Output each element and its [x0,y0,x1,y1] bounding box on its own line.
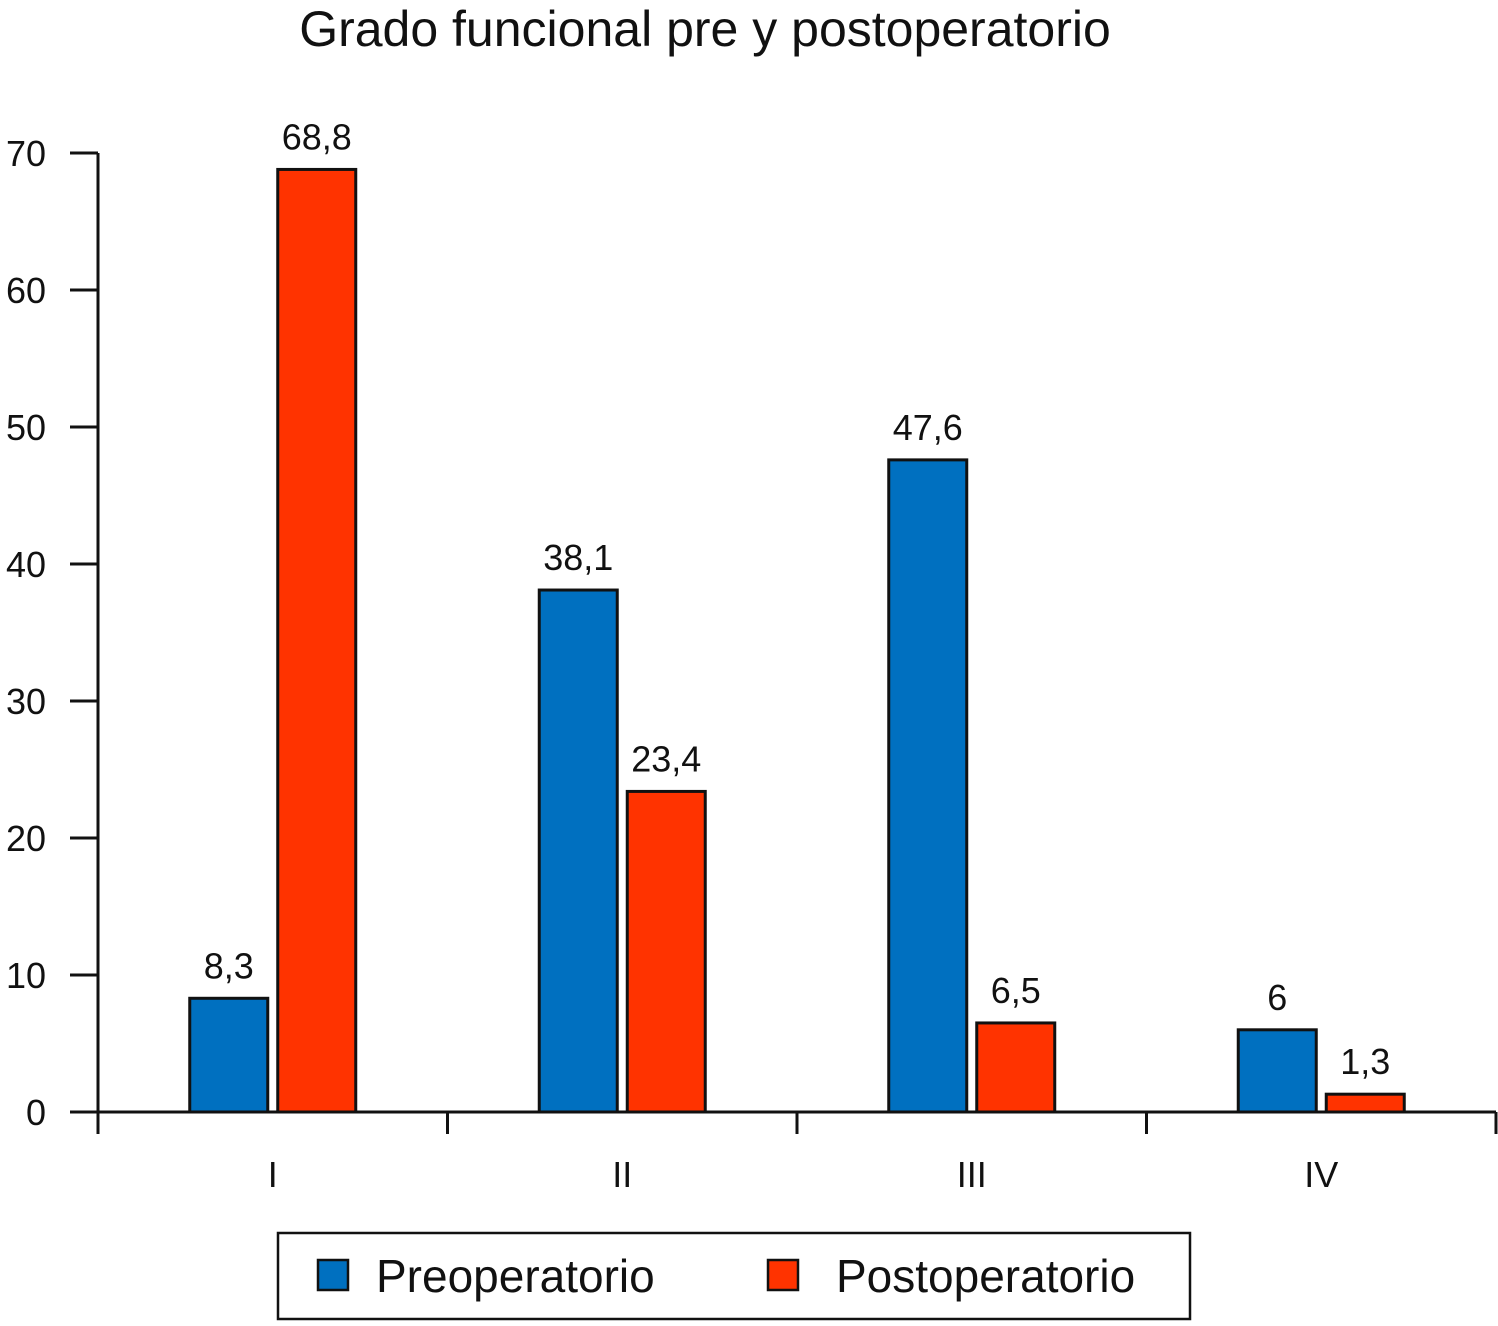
legend-box [276,1231,1192,1321]
bar-postoperatorio-ii [625,789,707,1114]
x-category-label: II [612,1154,632,1195]
y-tick-label: 10 [6,955,46,996]
data-label: 6,5 [991,970,1041,1011]
data-label: 6 [1267,977,1287,1018]
x-category-label: IV [1304,1154,1338,1195]
y-tick-label: 40 [6,544,46,585]
bar-postoperatorio-iii [975,1021,1057,1114]
data-label: 23,4 [631,738,701,779]
bar-preoperatorio-i [188,996,270,1114]
data-label: 68,8 [282,116,352,157]
data-label: 47,6 [893,407,963,448]
y-tick-label: 70 [6,133,46,174]
legend-swatch [316,1258,350,1292]
bar-postoperatorio-i [276,167,358,1114]
y-tick-label: 20 [6,818,46,859]
x-category-label: I [268,1154,278,1195]
bar-preoperatorio-ii [537,588,619,1114]
chart-title: Grado funcional pre y postoperatorio [299,1,1111,57]
legend-label: Postoperatorio [836,1250,1135,1302]
bar-preoperatorio-iv [1236,1028,1318,1114]
data-label: 38,1 [543,537,613,578]
y-tick-label: 50 [6,407,46,448]
bar-postoperatorio-iv [1324,1092,1406,1114]
data-label: 1,3 [1340,1041,1390,1082]
y-tick-label: 60 [6,270,46,311]
data-label: 8,3 [204,945,254,986]
bar-preoperatorio-iii [887,458,969,1114]
y-tick-label: 0 [26,1092,46,1133]
y-tick-label: 30 [6,681,46,722]
legend-swatch [766,1258,800,1292]
legend-label: Preoperatorio [376,1250,655,1302]
x-category-label: III [957,1154,987,1195]
